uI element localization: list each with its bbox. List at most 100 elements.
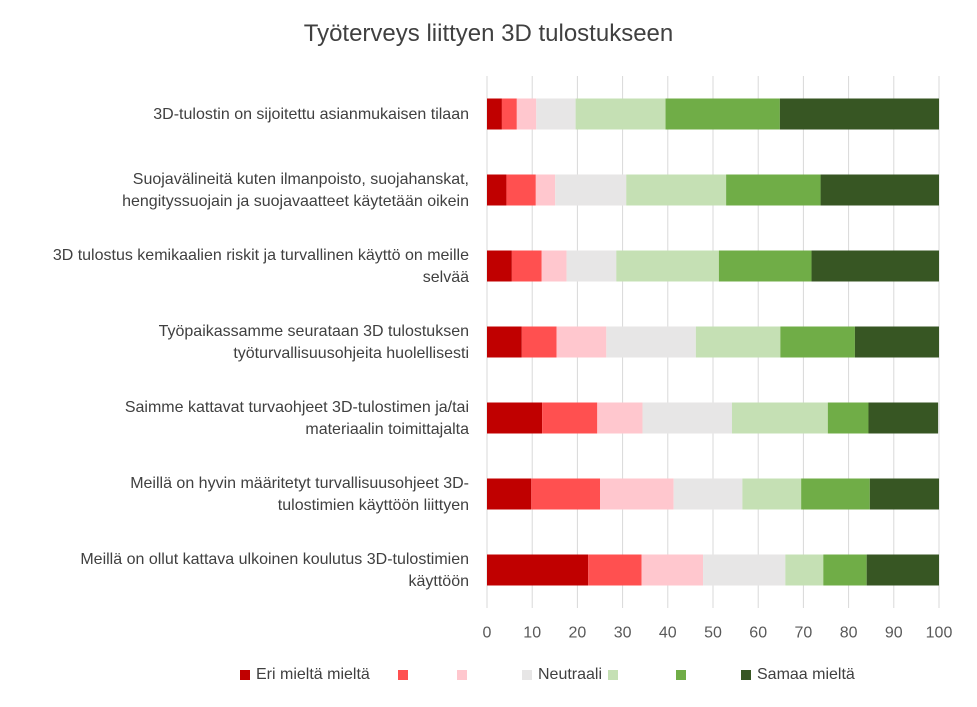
bar-segment-row2-series5: [626, 174, 727, 206]
category-label-6-line-1: Meillä on hyvin määritetyt turvallisuuso…: [130, 475, 469, 492]
bar-segment-row1-series1: [487, 98, 502, 130]
category-label-4: Työpaikassamme seurataan 3D tulostuksen t…: [159, 323, 469, 362]
legend-swatch-2: [398, 670, 408, 680]
bar-segment-row5-series7: [868, 402, 939, 434]
bar-segment-row6-series1: [487, 478, 532, 510]
legend-swatch-1: [240, 670, 250, 680]
legend-item-4: Neutraali: [522, 664, 602, 686]
legend-item-1: Eri mieltä mieltä: [240, 664, 370, 686]
bar-segment-row7-series7: [866, 554, 939, 586]
x-tick-label-90: 90: [885, 625, 903, 642]
bar-segment-row1-series3: [516, 98, 537, 130]
legend-swatch-5: [608, 670, 618, 680]
category-label-3-line-2: selvää: [423, 269, 469, 286]
legend: Eri mieltä mieltä Neutraali Samaa mieltä: [0, 664, 977, 688]
x-tick-label-80: 80: [840, 625, 858, 642]
bar-segment-row4-series7: [854, 326, 939, 358]
bar-segment-row1-series2: [501, 98, 517, 130]
x-tick-label-50: 50: [704, 625, 722, 642]
x-tick-label-100: 100: [926, 625, 953, 642]
bar-segment-row6-series6: [801, 478, 870, 510]
bar-segment-row6-series4: [673, 478, 743, 510]
category-label-6: Meillä on hyvin määritetyt turvallisuuso…: [130, 475, 469, 514]
bar-segment-row4-series3: [556, 326, 607, 358]
category-label-7: Meillä on ollut kattava ulkoinen koulutu…: [80, 551, 469, 590]
bar-segment-row3-series7: [811, 250, 939, 282]
bar-segment-row7-series4: [703, 554, 786, 586]
category-label-5-line-2: materiaalin toimittajalta: [305, 421, 469, 438]
x-axis-tick-layer: 0 10 20 30 40 50 60 70 80 90 100: [483, 625, 953, 642]
bar-segment-row2-series6: [726, 174, 821, 206]
bar-segment-row6-series7: [869, 478, 939, 510]
x-tick-label-60: 60: [749, 625, 767, 642]
legend-swatch-6: [676, 670, 686, 680]
x-tick-label-10: 10: [523, 625, 541, 642]
x-tick-label-30: 30: [614, 625, 632, 642]
x-tick-label-70: 70: [795, 625, 813, 642]
bar-segment-row4-series2: [521, 326, 557, 358]
category-label-1: 3D-tulostin on sijoitettu asianmukaisen …: [153, 106, 469, 123]
category-label-2-line-2: hengityssuojain ja suojavaatteet käytetä…: [122, 193, 469, 210]
bar-segment-row3-series3: [541, 250, 567, 282]
bar-segment-row1-series4: [536, 98, 576, 130]
bar-segment-row1-series7: [779, 98, 939, 130]
category-label-3-line-1: 3D tulostus kemikaalien riskit ja turval…: [53, 247, 469, 264]
category-label-5: Saimme kattavat turvaohjeet 3D-tulostime…: [125, 399, 469, 438]
bar-segment-row5-series4: [642, 402, 732, 434]
category-label-7-line-2: käyttöön: [409, 573, 469, 590]
legend-item-7: Samaa mieltä: [741, 664, 855, 686]
bar-segment-row2-series3: [535, 174, 556, 206]
bar-segment-row4-series4: [606, 326, 696, 358]
category-label-4-line-1: Työpaikassamme seurataan 3D tulostuksen: [159, 323, 469, 340]
bar-segment-row4-series5: [695, 326, 781, 358]
bar-segment-row3-series1: [487, 250, 512, 282]
category-label-1-line-1: 3D-tulostin on sijoitettu asianmukaisen …: [153, 106, 469, 123]
legend-item-2: [398, 664, 414, 686]
x-tick-label-0: 0: [483, 625, 492, 642]
legend-label-4: Neutraali: [538, 666, 603, 683]
bar-segment-row3-series5: [616, 250, 719, 282]
bar-segment-row7-series2: [588, 554, 642, 586]
bar-segment-row2-series1: [487, 174, 507, 206]
bar-segment-row5-series5: [731, 402, 828, 434]
bar-segment-row5-series6: [827, 402, 869, 434]
x-tick-label-40: 40: [659, 625, 677, 642]
bar-segment-row5-series3: [597, 402, 643, 434]
category-label-4-line-2: työturvallisuusohjeita huolellisesti: [233, 345, 469, 362]
legend-swatch-7: [741, 670, 751, 680]
bar-segment-row1-series6: [665, 98, 780, 130]
bar-segment-row7-series6: [823, 554, 867, 586]
legend-item-5: [608, 664, 624, 686]
bar-segment-row5-series1: [487, 402, 543, 434]
bar-segment-row2-series7: [820, 174, 939, 206]
category-label-2: Suojavälineitä kuten ilmanpoisto, suojah…: [122, 171, 469, 210]
chart-title: Työterveys liittyen 3D tulostukseen: [303, 20, 674, 47]
bar-segment-row7-series1: [487, 554, 589, 586]
legend-swatch-4: [522, 670, 532, 680]
category-label-7-line-1: Meillä on ollut kattava ulkoinen koulutu…: [80, 551, 469, 568]
bar-segment-row6-series3: [600, 478, 674, 510]
bar-segment-row6-series2: [531, 478, 600, 510]
bar-segment-row7-series3: [641, 554, 704, 586]
bar-segment-row3-series4: [566, 250, 617, 282]
x-tick-label-20: 20: [569, 625, 587, 642]
bar-segment-row4-series1: [487, 326, 522, 358]
legend-item-6: [676, 664, 692, 686]
bar-segment-row5-series2: [542, 402, 598, 434]
bar-segment-row2-series4: [555, 174, 627, 206]
legend-item-3: [457, 664, 473, 686]
category-label-3: 3D tulostus kemikaalien riskit ja turval…: [53, 247, 469, 286]
category-label-2-line-1: Suojavälineitä kuten ilmanpoisto, suojah…: [133, 171, 469, 188]
category-label-layer: 3D-tulostin on sijoitettu asianmukaisen …: [53, 106, 469, 590]
bar-segment-row7-series5: [785, 554, 824, 586]
bar-layer: [487, 98, 939, 586]
bar-segment-row4-series6: [780, 326, 855, 358]
bar-segment-row6-series5: [742, 478, 802, 510]
bar-segment-row1-series5: [575, 98, 666, 130]
category-label-6-line-2: tulostimien käyttöön liittyen: [278, 497, 469, 514]
legend-swatch-3: [457, 670, 467, 680]
bar-segment-row3-series2: [511, 250, 542, 282]
legend-label-1: Eri mieltä mieltä: [256, 666, 370, 683]
bar-segment-row3-series6: [718, 250, 812, 282]
